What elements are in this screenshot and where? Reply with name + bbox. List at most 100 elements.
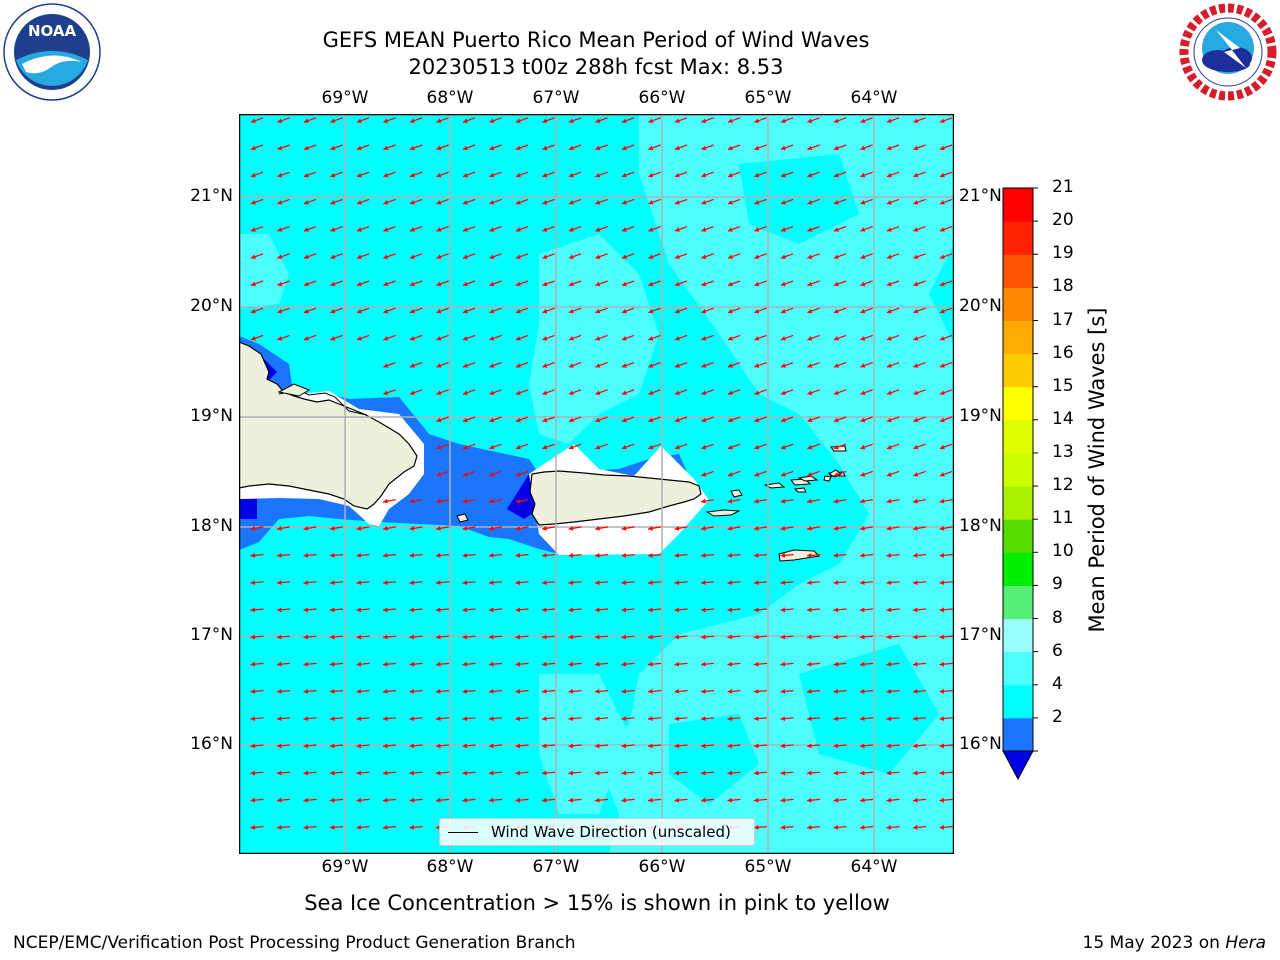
wind-wave-arrowhead	[727, 172, 733, 178]
wind-wave-arrowhead	[754, 172, 760, 178]
wind-wave-arrowhead	[330, 118, 336, 123]
wind-wave-arrowhead	[436, 607, 441, 613]
wind-wave-arrowhead	[303, 553, 309, 558]
wind-wave-arrowhead	[754, 308, 760, 314]
colorbar-label: 18	[1052, 276, 1074, 297]
wind-wave-arrowhead	[383, 797, 388, 803]
wind-wave-arrowhead	[727, 498, 733, 504]
wind-wave-arrowhead	[913, 281, 919, 287]
wind-wave-arrowhead	[409, 145, 415, 151]
wind-wave-arrowhead	[303, 526, 309, 531]
wind-wave-arrowhead	[303, 254, 309, 259]
wind-wave-arrowhead	[330, 145, 336, 151]
wind-wave-arrowhead	[701, 308, 707, 314]
wind-wave-arrowhead	[860, 689, 865, 694]
wind-wave-arrowhead	[462, 200, 468, 205]
colorbar	[1002, 187, 1038, 781]
wind-wave-arrowhead	[833, 472, 839, 477]
wind-wave-arrowhead	[515, 661, 521, 667]
wind-wave-arrowhead	[515, 227, 521, 232]
wind-wave-arrowhead	[807, 634, 812, 640]
wind-wave-arrowhead	[436, 553, 441, 558]
wind-wave-arrowhead	[277, 145, 283, 151]
wind-wave-arrowhead	[621, 770, 627, 776]
wind-wave-arrowhead	[330, 200, 336, 205]
wind-wave-arrowhead	[674, 172, 680, 178]
wind-wave-arrowhead	[277, 118, 283, 123]
wind-wave-arrowhead	[542, 281, 548, 287]
wind-wave-arrowhead	[568, 444, 574, 450]
wind-wave-arrowhead	[833, 200, 839, 205]
wind-wave-arrowhead	[886, 661, 892, 667]
wind-wave-arrowhead	[409, 661, 415, 667]
wind-wave-arrowhead	[807, 770, 812, 776]
wind-wave-arrowhead	[568, 172, 574, 178]
wind-wave-arrowhead	[754, 689, 759, 694]
wind-wave-arrowhead	[621, 281, 627, 287]
wind-wave-arrowhead	[462, 689, 468, 694]
wind-wave-arrowhead	[701, 145, 707, 151]
wind-wave-arrowhead	[621, 526, 627, 531]
wind-wave-arrowhead	[754, 661, 759, 667]
lon-label-top-67w: 67°W	[532, 88, 580, 108]
wind-wave-arrowhead	[409, 200, 415, 205]
wind-wave-arrowhead	[913, 336, 919, 341]
wind-wave-arrowhead	[515, 797, 521, 803]
wind-wave-arrowhead	[436, 281, 442, 287]
wind-wave-arrowhead	[409, 825, 415, 830]
wind-wave-arrowhead	[515, 580, 521, 585]
wind-wave-arrowhead	[754, 417, 760, 423]
colorbar-bin	[1003, 486, 1033, 520]
lat-label-right-19n: 19°N	[959, 406, 1002, 426]
wind-wave-arrowhead	[303, 145, 309, 151]
wind-wave-arrowhead	[939, 689, 945, 694]
wind-wave-arrowhead	[436, 689, 441, 694]
wind-wave-arrowhead	[489, 580, 494, 585]
wind-wave-arrowhead	[489, 797, 494, 803]
wind-wave-arrowhead	[621, 743, 627, 749]
wind-wave-arrowhead	[939, 200, 945, 205]
wind-wave-arrowhead	[303, 281, 309, 287]
wind-wave-arrowhead	[648, 336, 654, 341]
wind-wave-arrowhead	[595, 200, 601, 205]
wind-wave-arrowhead	[462, 281, 468, 287]
wind-wave-arrowhead	[489, 743, 494, 749]
wind-wave-arrowhead	[727, 743, 733, 749]
wind-wave-arrowhead	[886, 336, 892, 341]
wind-wave-arrowhead	[595, 254, 601, 259]
wind-wave-arrowhead	[356, 580, 362, 585]
wind-wave-arrowhead	[860, 553, 865, 558]
wind-wave-arrowhead	[542, 118, 548, 123]
wind-wave-arrowhead	[277, 172, 283, 178]
wind-wave-arrowhead	[277, 797, 282, 803]
wind-wave-arrowhead	[780, 444, 786, 450]
wind-wave-arrowhead	[436, 417, 442, 423]
wind-wave-arrowhead	[886, 254, 892, 259]
wind-wave-arrowhead	[701, 770, 706, 776]
wind-wave-arrowhead	[833, 580, 839, 585]
wind-wave-arrowhead	[807, 444, 813, 450]
wind-wave-arrowhead	[356, 118, 362, 123]
wind-wave-arrowhead	[462, 716, 468, 721]
wind-wave-arrowhead	[833, 498, 839, 504]
lat-label-left-21n: 21°N	[190, 186, 233, 206]
wind-wave-arrowhead	[568, 200, 574, 205]
wind-wave-arrowhead	[860, 797, 865, 803]
wind-wave-arrowhead	[330, 825, 335, 830]
wind-wave-arrowhead	[542, 336, 548, 341]
wind-wave-arrowhead	[754, 254, 760, 259]
colorbar-title: Mean Period of Wind Waves [s]	[1085, 307, 1109, 633]
wind-wave-arrowhead	[780, 472, 786, 477]
wind-wave-arrowhead	[780, 825, 786, 830]
wind-wave-arrowhead	[489, 336, 495, 341]
wind-wave-arrowhead	[939, 661, 945, 667]
wind-wave-arrowhead	[833, 797, 839, 803]
wind-wave-arrowhead	[860, 634, 865, 640]
wind-wave-arrowhead	[436, 661, 441, 667]
wind-wave-arrowhead	[542, 363, 548, 368]
colorbar-bin	[1003, 320, 1033, 355]
wind-wave-arrowhead	[303, 743, 309, 749]
wind-wave-arrowhead	[648, 607, 653, 613]
wind-wave-arrowhead	[674, 607, 680, 613]
wind-wave-arrowhead	[886, 308, 892, 314]
